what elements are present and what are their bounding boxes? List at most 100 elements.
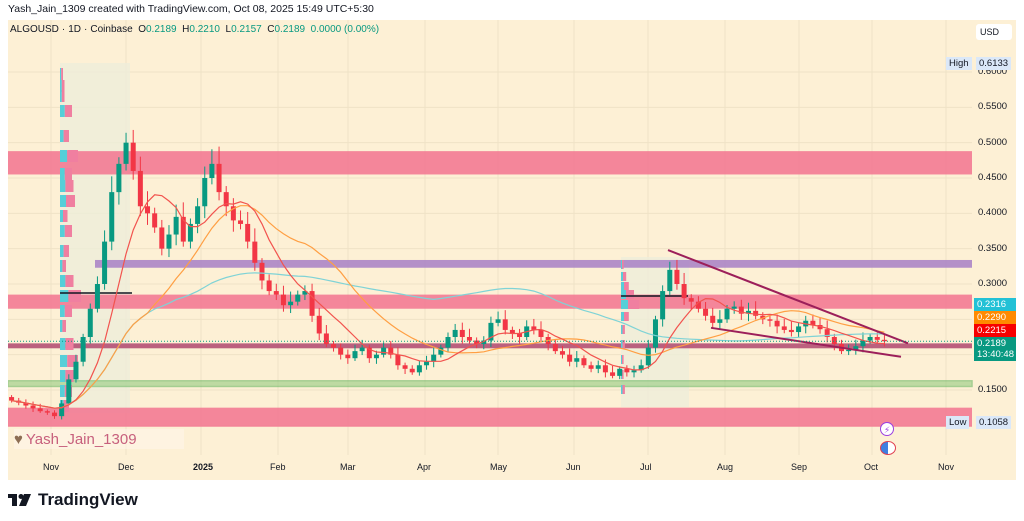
candle-body <box>824 329 830 337</box>
candle-body <box>373 354 379 359</box>
volume-bar-up <box>60 195 66 207</box>
candle-body <box>652 319 658 348</box>
price-chart[interactable] <box>8 20 974 458</box>
volume-bar-down <box>622 355 624 364</box>
price-tag-last: 0.2189 13:40:48 <box>974 337 1016 361</box>
interval[interactable]: 1D <box>68 24 82 35</box>
open-value: 0.2189 <box>146 24 177 35</box>
last-price: 0.2189 <box>977 338 1007 349</box>
candle-body <box>853 346 859 350</box>
tradingview-logo[interactable]: TradingView <box>8 490 138 510</box>
time-tick-label: Apr <box>417 462 432 472</box>
candle-body <box>559 351 565 355</box>
candle-body <box>610 372 616 376</box>
volume-bar-down <box>64 168 72 180</box>
candle-body <box>345 354 351 359</box>
symbol-name[interactable]: ALGOUSD <box>10 24 59 35</box>
upper-trendline <box>667 249 909 345</box>
candle-body <box>295 294 301 302</box>
time-tick-label: Feb <box>270 462 286 472</box>
volume-bar-up <box>60 180 66 192</box>
events-icon[interactable]: ⚡ <box>880 422 894 436</box>
volume-bar-up <box>621 272 623 281</box>
volume-bar-up <box>60 130 64 142</box>
price-tick-label: 0.3000 <box>978 278 1008 289</box>
volume-bar-up <box>60 260 63 272</box>
candle-body <box>860 340 866 347</box>
candle-body <box>688 298 694 302</box>
candle-body <box>452 329 458 337</box>
candle-body <box>395 354 401 366</box>
symbol-legend: ALGOUSD · 1D · Coinbase O0.2189 H0.2210 L0.2… <box>10 24 380 35</box>
candle-body <box>87 308 93 337</box>
candle-body <box>602 365 608 373</box>
volume-bar-up <box>60 90 62 102</box>
candle-body <box>531 326 537 330</box>
volume-bar-down <box>61 68 63 80</box>
candle-body <box>631 370 637 373</box>
price-tick-label: 0.3500 <box>978 242 1008 254</box>
price-tick-label: 0.4500 <box>978 172 1008 183</box>
candle-body <box>509 329 515 334</box>
time-tick-label: 2025 <box>193 462 214 472</box>
candle-body <box>273 291 279 295</box>
candle-body <box>695 301 701 309</box>
volume-bar-down <box>63 130 69 142</box>
candle-body <box>259 262 265 281</box>
volume-bar-up <box>621 325 623 334</box>
ma-mid-line <box>11 205 885 409</box>
candle-body <box>567 354 573 362</box>
support-zone-maroon <box>8 343 972 349</box>
volume-bar-up <box>60 370 66 382</box>
resistance-zone-mid <box>8 294 972 309</box>
candle-body <box>245 223 251 242</box>
candle-body <box>209 163 215 178</box>
candle-body <box>831 337 837 345</box>
low-value: 0.2157 <box>231 24 262 35</box>
countdown-timer: 13:40:48 <box>977 349 1014 360</box>
chart-frame[interactable] <box>8 20 1016 480</box>
candle-body <box>388 347 394 355</box>
candle-body <box>424 361 430 366</box>
volume-bar-up <box>60 68 62 80</box>
volume-bar-up <box>60 210 63 222</box>
tradingview-logo-icon <box>8 494 31 506</box>
volume-bar-down <box>624 312 629 321</box>
candle-body <box>9 397 15 401</box>
candle-body <box>166 234 172 249</box>
high-value-tag: 0.6133 <box>976 57 1012 70</box>
candle-body <box>745 310 751 314</box>
volume-bar-down <box>624 282 629 291</box>
volume-bar-up <box>60 225 65 237</box>
candle-body <box>881 339 887 342</box>
candle-body <box>230 206 236 221</box>
volume-bar-up <box>60 290 69 302</box>
volume-bar-down <box>64 225 72 237</box>
candle-body <box>59 403 65 417</box>
price-tag-ma-short: 0.2215 <box>974 324 1016 337</box>
volume-profile-range-1 <box>60 63 130 413</box>
currency-selector[interactable]: USD <box>976 24 1012 40</box>
volume-bar-down <box>63 245 69 257</box>
candle-body <box>674 269 680 284</box>
candle-body <box>137 170 143 207</box>
ma-long-line <box>11 272 885 409</box>
time-tick-label: May <box>490 462 508 472</box>
candle-body <box>152 213 158 228</box>
low-value-tag: 0.1058 <box>976 416 1012 429</box>
candle-body <box>474 340 480 345</box>
candle-body <box>617 368 623 376</box>
price-tick-label: 0.1500 <box>978 384 1008 395</box>
us-flag-economic-event-icon[interactable] <box>880 441 896 455</box>
chart-caption: Yash_Jain_1309 created with TradingView.… <box>8 3 374 15</box>
author-watermark: ♥ Yash_Jain_1309 <box>14 429 184 449</box>
candle-body <box>187 223 193 242</box>
volume-bar-up <box>60 105 65 117</box>
lower-trendline <box>710 326 902 358</box>
price-tick-label: 0.5000 <box>978 136 1008 148</box>
candle-body <box>366 347 372 359</box>
volume-bar-down <box>622 340 625 349</box>
candle-body <box>238 220 244 224</box>
volume-bar-up <box>60 338 66 350</box>
candle-body <box>252 241 258 263</box>
